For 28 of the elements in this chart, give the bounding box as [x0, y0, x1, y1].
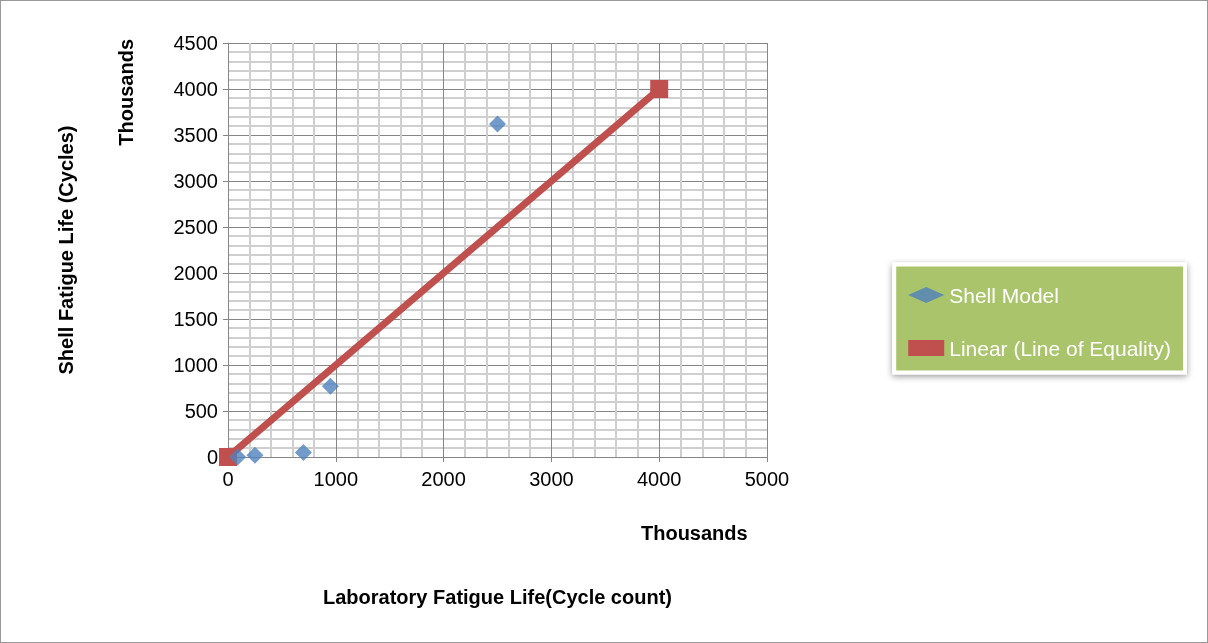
y-tick-label: 4500 [173, 32, 218, 54]
y-tick-label: 500 [184, 400, 218, 422]
point [321, 377, 339, 395]
point [650, 80, 669, 98]
x-tick-label: 5000 [744, 468, 790, 490]
x-tick-label: 4000 [636, 468, 682, 490]
y-tick-label: 3500 [173, 124, 218, 146]
point [489, 115, 506, 133]
x-tick-label: 0 [222, 468, 234, 490]
y-tick-label: 2500 [173, 216, 218, 238]
y-tick-label: 3000 [173, 170, 218, 192]
y-tick-label: 2000 [173, 262, 218, 284]
y-tick-label: 1000 [173, 354, 218, 376]
y-axis-title: Shell Fatigue Life (Cycles) [55, 125, 77, 375]
text: Thousands [115, 39, 137, 146]
x-tick-label: 2000 [421, 468, 466, 490]
x-tick-label: 1000 [313, 468, 359, 490]
legend-label: Linear (Line of Equality) [949, 336, 1171, 360]
point [294, 443, 312, 461]
x-tick-label: 3000 [529, 468, 574, 490]
legend-label: Shell Model [949, 283, 1059, 307]
text: Thousands [641, 522, 748, 544]
x-axis-title: Laboratory Fatigue Life(Cycle count) [323, 586, 672, 608]
y-tick-label: 1500 [173, 308, 218, 330]
y-tick-label: 0 [206, 446, 218, 468]
point [229, 448, 247, 466]
point [246, 446, 264, 464]
y-tick-label: 4000 [173, 78, 218, 100]
